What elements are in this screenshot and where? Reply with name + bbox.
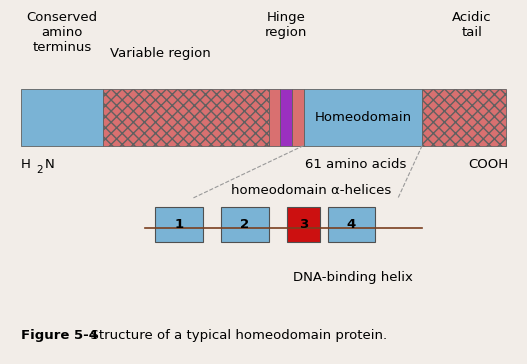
Bar	[292, 89, 304, 146]
Bar	[328, 207, 375, 242]
Text: Conserved
amino
terminus: Conserved amino terminus	[27, 11, 97, 54]
Text: Acidic
tail: Acidic tail	[452, 11, 492, 39]
Text: homeodomain α-helices: homeodomain α-helices	[231, 183, 391, 197]
Text: DNA-binding helix: DNA-binding helix	[293, 271, 413, 284]
Text: N: N	[45, 158, 55, 171]
Bar	[221, 207, 269, 242]
Text: 1: 1	[174, 218, 184, 231]
Text: 2: 2	[240, 218, 250, 231]
Text: Structure of a typical homeodomain protein.: Structure of a typical homeodomain prote…	[82, 329, 387, 342]
Bar	[422, 89, 506, 146]
Text: 61 amino acids: 61 amino acids	[305, 158, 406, 171]
Text: COOH: COOH	[469, 158, 509, 171]
Text: Hinge
region: Hinge region	[265, 11, 307, 39]
Bar	[287, 207, 320, 242]
Bar	[155, 207, 203, 242]
Bar	[304, 89, 422, 146]
Bar	[280, 89, 292, 146]
Text: 2: 2	[36, 165, 43, 175]
Bar	[21, 89, 103, 146]
Text: 3: 3	[299, 218, 308, 231]
Text: 4: 4	[347, 218, 356, 231]
Bar	[269, 89, 280, 146]
Text: Figure 5-4: Figure 5-4	[21, 329, 98, 342]
Text: Homeodomain: Homeodomain	[314, 111, 412, 124]
Bar	[103, 89, 269, 146]
Text: H: H	[21, 158, 31, 171]
Text: Variable region: Variable region	[110, 47, 211, 60]
